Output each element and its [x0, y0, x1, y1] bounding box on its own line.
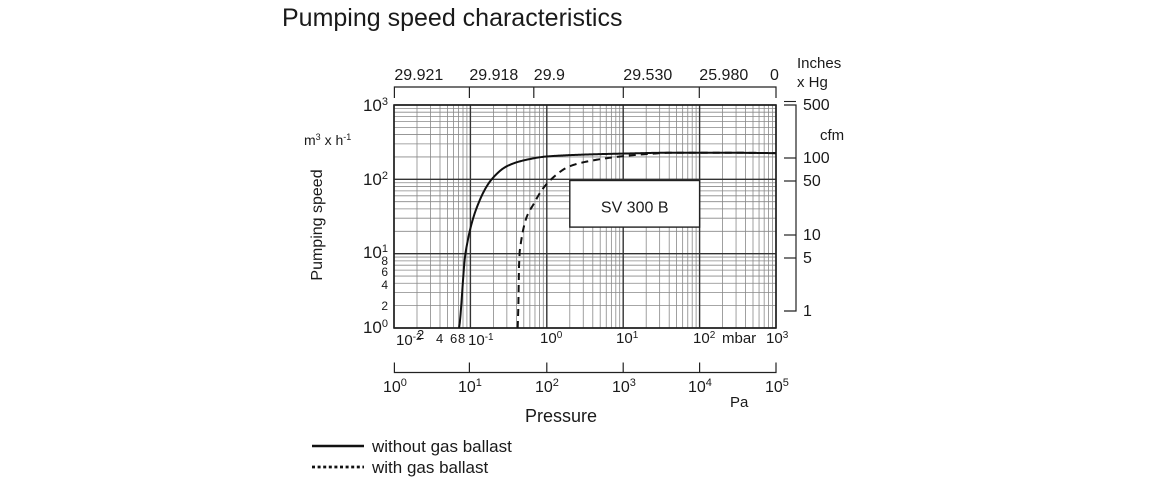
svg-text:104: 104 — [688, 377, 712, 396]
svg-text:29.921: 29.921 — [394, 67, 443, 84]
svg-text:5: 5 — [803, 250, 812, 267]
svg-text:100: 100 — [363, 318, 388, 337]
svg-text:2: 2 — [417, 327, 424, 342]
svg-text:50: 50 — [803, 173, 821, 190]
svg-text:8: 8 — [458, 331, 465, 346]
svg-text:1: 1 — [803, 303, 812, 320]
svg-text:with gas ballast: with gas ballast — [371, 458, 489, 477]
svg-text:Inches: Inches — [797, 55, 841, 72]
svg-text:Pumping speed: Pumping speed — [309, 169, 326, 280]
svg-text:x Hg: x Hg — [797, 74, 828, 91]
svg-text:2: 2 — [381, 299, 388, 313]
svg-text:103: 103 — [363, 96, 388, 115]
svg-text:105: 105 — [765, 377, 789, 396]
svg-text:mbar: mbar — [722, 330, 756, 347]
svg-text:6: 6 — [381, 265, 388, 279]
svg-text:500: 500 — [803, 97, 830, 114]
svg-text:103: 103 — [612, 377, 636, 396]
svg-text:4: 4 — [381, 278, 388, 292]
svg-text:Pa: Pa — [730, 394, 749, 411]
svg-text:0: 0 — [770, 67, 779, 84]
svg-text:4: 4 — [436, 331, 443, 346]
svg-text:25.980: 25.980 — [699, 67, 748, 84]
svg-text:101: 101 — [616, 330, 639, 348]
svg-text:cfm: cfm — [820, 127, 844, 144]
svg-text:6: 6 — [450, 331, 457, 346]
svg-text:100: 100 — [540, 330, 563, 348]
svg-text:29.530: 29.530 — [623, 67, 672, 84]
svg-text:103: 103 — [766, 330, 789, 348]
svg-text:m3 x h-1: m3 x h-1 — [304, 132, 351, 148]
svg-text:without gas ballast: without gas ballast — [371, 437, 512, 456]
svg-text:29.9: 29.9 — [534, 67, 565, 84]
svg-text:10: 10 — [803, 227, 821, 244]
svg-text:100: 100 — [803, 150, 830, 167]
svg-text:SV 300 B: SV 300 B — [601, 200, 669, 217]
svg-text:Pressure: Pressure — [525, 406, 597, 426]
svg-text:29.918: 29.918 — [469, 67, 518, 84]
svg-text:102: 102 — [535, 377, 559, 396]
svg-text:101: 101 — [458, 377, 482, 396]
svg-text:102: 102 — [363, 170, 388, 189]
svg-text:102: 102 — [693, 330, 716, 348]
svg-text:100: 100 — [383, 377, 407, 396]
svg-text:10-1: 10-1 — [468, 332, 494, 350]
